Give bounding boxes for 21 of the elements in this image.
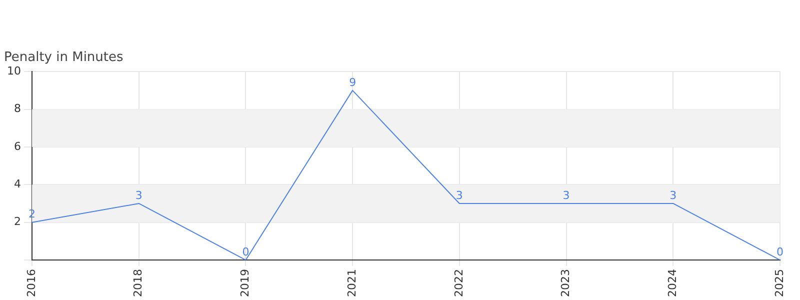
x-tick-label: 2019 xyxy=(238,269,252,298)
x-tick-label: 2025 xyxy=(772,269,786,298)
y-tick-label: 6 xyxy=(14,140,21,153)
x-tick-label: 2018 xyxy=(132,269,145,298)
x-tick-label: 2022 xyxy=(452,269,466,298)
y-tick-label: 2 xyxy=(14,215,21,228)
y-tick-label: 10 xyxy=(6,64,21,78)
data-label: 0 xyxy=(776,245,784,258)
data-label: 3 xyxy=(670,188,677,202)
chart-title: Penalty in Minutes xyxy=(4,50,124,66)
x-tick-label: 2024 xyxy=(666,269,679,298)
x-tick-label: 2016 xyxy=(24,269,38,298)
y-tick-label: 4 xyxy=(14,178,21,191)
data-label: 0 xyxy=(242,245,250,258)
data-label: 3 xyxy=(135,188,142,202)
y-tick-label: 8 xyxy=(14,102,21,116)
x-tick-label: 2023 xyxy=(559,269,572,298)
x-tick-label: 2021 xyxy=(345,269,358,298)
data-label: 3 xyxy=(456,188,463,202)
data-label: 3 xyxy=(562,188,570,202)
data-label: 9 xyxy=(349,76,356,89)
